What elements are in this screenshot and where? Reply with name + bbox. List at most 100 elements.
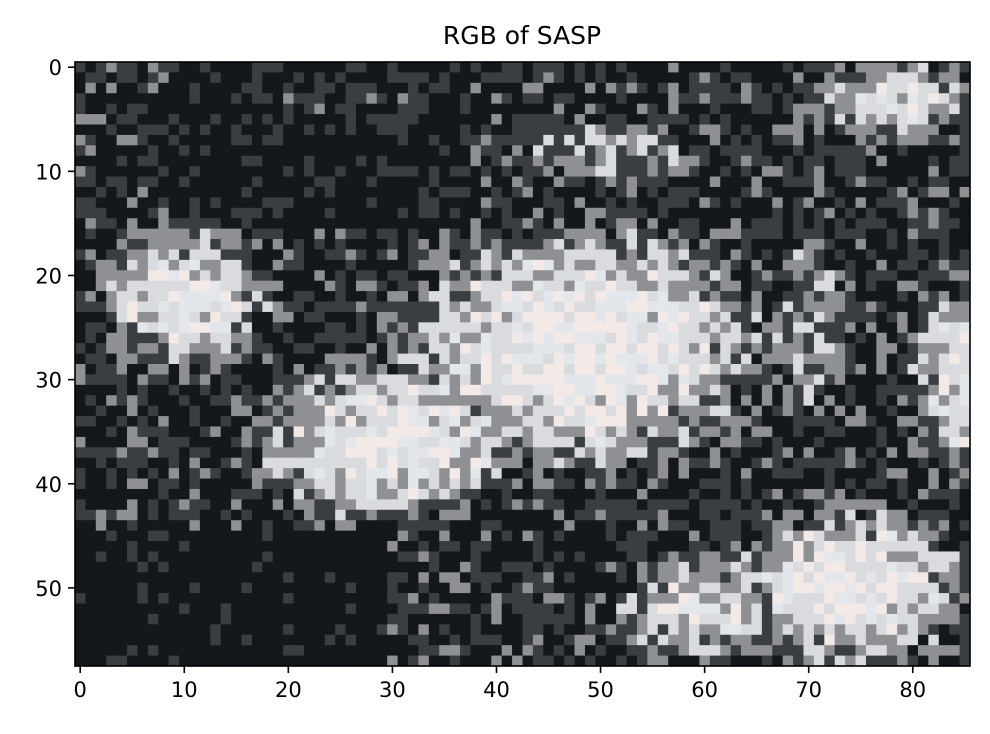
image-pixel <box>938 249 950 261</box>
image-pixel <box>720 124 732 136</box>
image-pixel <box>231 103 242 115</box>
image-pixel <box>543 613 555 625</box>
image-pixel <box>418 634 430 646</box>
image-pixel <box>803 114 815 125</box>
image-pixel <box>158 145 170 157</box>
image-pixel <box>845 186 856 198</box>
image-pixel <box>480 561 492 573</box>
image-pixel <box>855 499 867 511</box>
image-pixel <box>595 166 607 177</box>
image-pixel <box>626 603 638 615</box>
image-pixel <box>761 364 773 375</box>
image-pixel <box>408 145 419 157</box>
image-pixel <box>241 186 253 198</box>
image-pixel <box>449 343 461 354</box>
image-pixel <box>553 364 565 375</box>
image-pixel <box>283 166 294 177</box>
image-pixel <box>168 259 180 271</box>
image-pixel <box>418 416 430 427</box>
image-pixel <box>584 311 596 323</box>
image-pixel <box>751 62 763 73</box>
image-pixel <box>626 62 638 73</box>
image-pixel <box>106 561 118 573</box>
image-pixel <box>366 301 378 313</box>
image-pixel <box>512 613 523 625</box>
image-pixel <box>428 145 440 157</box>
image-pixel <box>543 228 555 240</box>
image-pixel <box>917 270 929 282</box>
image-pixel <box>345 291 357 302</box>
image-pixel <box>470 478 482 490</box>
image-pixel <box>158 436 170 448</box>
image-pixel <box>480 82 492 94</box>
image-pixel <box>491 62 503 73</box>
image-pixel <box>147 603 159 615</box>
image-pixel <box>231 405 242 417</box>
image-pixel <box>647 582 659 594</box>
image-pixel <box>460 332 471 344</box>
image-pixel <box>543 634 555 646</box>
image-pixel <box>522 488 534 500</box>
image-pixel <box>387 416 399 427</box>
image-pixel <box>626 593 638 604</box>
image-pixel <box>657 488 669 500</box>
image-pixel <box>949 82 960 94</box>
image-pixel <box>876 93 888 105</box>
image-pixel <box>865 291 877 302</box>
image-pixel <box>168 478 180 490</box>
image-pixel <box>491 82 503 94</box>
image-pixel <box>512 436 523 448</box>
image-pixel <box>220 322 232 334</box>
image-pixel <box>262 343 274 354</box>
image-pixel <box>168 655 180 667</box>
image-pixel <box>116 416 128 427</box>
image-pixel <box>106 259 118 271</box>
image-pixel <box>75 436 86 448</box>
image-pixel <box>689 197 700 209</box>
image-pixel <box>532 134 544 146</box>
image-pixel <box>189 416 201 427</box>
image-pixel <box>470 103 482 115</box>
image-pixel <box>127 374 138 386</box>
image-pixel <box>689 270 700 282</box>
image-pixel <box>283 301 294 313</box>
image-pixel <box>772 124 784 136</box>
image-pixel <box>127 478 138 490</box>
image-pixel <box>959 551 971 563</box>
image-pixel <box>449 301 461 313</box>
image-pixel <box>584 207 596 219</box>
image-pixel <box>699 634 711 646</box>
image-pixel <box>626 436 638 448</box>
image-pixel <box>376 541 388 552</box>
image-pixel <box>855 82 867 94</box>
image-pixel <box>949 624 960 636</box>
image-pixel <box>928 655 940 667</box>
image-pixel <box>387 457 399 469</box>
image-pixel <box>324 103 336 115</box>
image-pixel <box>95 426 107 438</box>
image-pixel <box>335 572 346 584</box>
image-pixel <box>314 322 326 334</box>
image-pixel <box>824 468 836 479</box>
image-pixel <box>699 176 711 188</box>
image-pixel <box>720 114 732 125</box>
image-pixel <box>605 291 617 302</box>
image-pixel <box>449 124 461 136</box>
image-pixel <box>730 541 742 552</box>
image-pixel <box>147 447 159 459</box>
image-pixel <box>501 259 513 271</box>
image-pixel <box>595 228 607 240</box>
image-pixel <box>106 447 118 459</box>
image-pixel <box>564 634 575 646</box>
image-pixel <box>886 395 898 407</box>
image-pixel <box>220 582 232 594</box>
image-pixel <box>220 509 232 521</box>
image-pixel <box>262 384 274 396</box>
image-pixel <box>907 405 919 417</box>
image-pixel <box>324 62 336 73</box>
image-pixel <box>689 114 700 125</box>
image-pixel <box>397 270 409 282</box>
image-pixel <box>532 218 544 230</box>
image-pixel <box>824 207 836 219</box>
image-pixel <box>605 114 617 125</box>
